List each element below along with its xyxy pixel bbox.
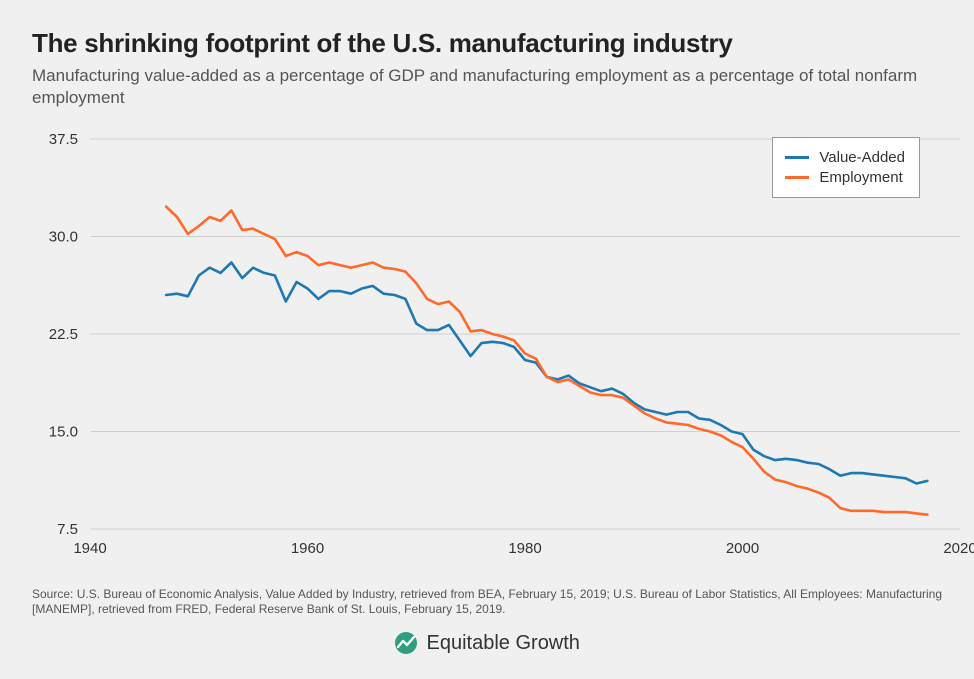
- legend: Value-Added Employment: [772, 137, 920, 198]
- legend-item-employment: Employment: [785, 169, 905, 186]
- svg-text:2020: 2020: [943, 540, 974, 557]
- brand-logo-icon: [394, 631, 418, 655]
- svg-text:22.5: 22.5: [49, 326, 78, 343]
- legend-label: Value-Added: [819, 149, 905, 166]
- legend-swatch: [785, 176, 809, 179]
- source-text: Source: U.S. Bureau of Economic Analysis…: [32, 587, 942, 617]
- svg-text:15.0: 15.0: [49, 424, 78, 441]
- legend-swatch: [785, 156, 809, 159]
- brand-label: Equitable Growth: [427, 632, 580, 655]
- series-employment: [166, 207, 927, 515]
- chart-container: 7.515.022.530.037.519401960198020002020 …: [32, 129, 942, 569]
- brand-footer: Equitable Growth: [32, 631, 942, 655]
- legend-item-value-added: Value-Added: [785, 149, 905, 166]
- svg-text:1960: 1960: [291, 540, 324, 557]
- svg-text:37.5: 37.5: [49, 131, 78, 148]
- svg-text:1940: 1940: [73, 540, 106, 557]
- svg-text:1980: 1980: [508, 540, 541, 557]
- svg-text:2000: 2000: [726, 540, 759, 557]
- chart-title: The shrinking footprint of the U.S. manu…: [32, 28, 942, 59]
- chart-subtitle: Manufacturing value-added as a percentag…: [32, 65, 942, 109]
- svg-text:7.5: 7.5: [57, 521, 78, 538]
- svg-text:30.0: 30.0: [49, 229, 78, 246]
- series-value-added: [166, 263, 927, 484]
- legend-label: Employment: [819, 169, 902, 186]
